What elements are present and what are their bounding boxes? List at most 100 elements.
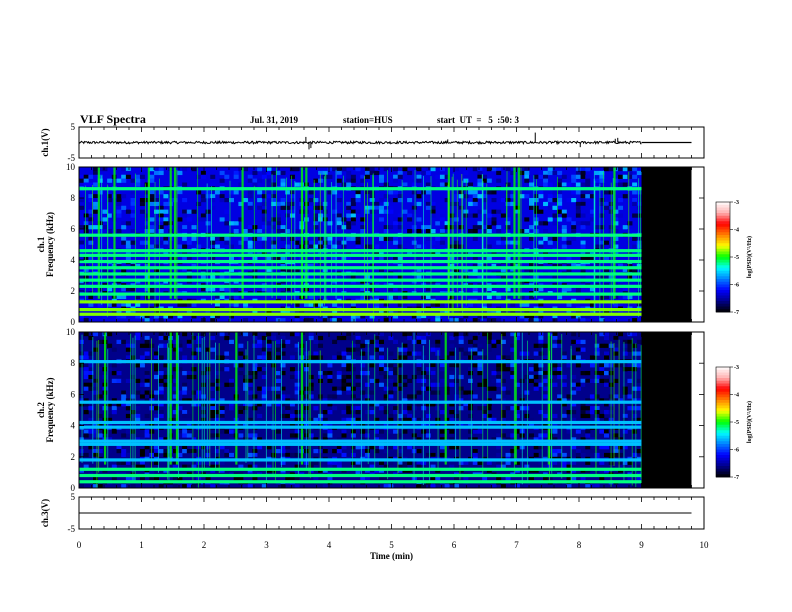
spectrogram-cell bbox=[444, 386, 450, 391]
spectrogram-cell bbox=[88, 256, 94, 261]
spectrogram-cell bbox=[125, 347, 131, 352]
spectrogram-cell bbox=[318, 170, 324, 176]
spectrogram-cell bbox=[383, 302, 389, 307]
spectrogram-cell bbox=[594, 410, 600, 415]
spectrogram-cell bbox=[393, 367, 399, 372]
spectrogram-cell bbox=[88, 198, 94, 203]
spectrogram-cell bbox=[350, 221, 356, 226]
spectrogram-cell bbox=[97, 363, 103, 368]
spectrogram-cell bbox=[182, 433, 188, 438]
spectrogram-cell bbox=[430, 390, 436, 395]
spectrogram-cell bbox=[444, 221, 450, 226]
spectrogram-cell bbox=[369, 287, 375, 292]
spectrogram-cell bbox=[580, 201, 586, 207]
spectrogram-cell bbox=[350, 406, 356, 411]
spectrogram-cell bbox=[604, 378, 609, 383]
spectrogram-cell bbox=[500, 398, 506, 403]
spectrogram-cell bbox=[313, 355, 319, 360]
spectrogram-cell bbox=[604, 429, 609, 434]
spectrogram-cell bbox=[599, 332, 605, 337]
spectrogram-cell bbox=[388, 394, 394, 399]
spectrogram-cell bbox=[575, 355, 581, 360]
spectrogram-cell bbox=[285, 394, 291, 399]
spectrogram-cell bbox=[575, 170, 581, 176]
spectrogram-cell bbox=[383, 209, 389, 214]
spectrogram-cell bbox=[388, 413, 394, 419]
spectrogram-cell bbox=[243, 318, 249, 323]
spectrogram-cell bbox=[449, 351, 455, 356]
spectrogram-cell bbox=[350, 347, 356, 352]
spectrogram-cell bbox=[552, 339, 558, 344]
spectrogram-cell bbox=[374, 339, 380, 344]
spectrogram-cell bbox=[116, 449, 122, 454]
spectrogram-cell bbox=[219, 287, 225, 292]
spectrogram-cell bbox=[388, 209, 394, 214]
spectrogram-cell bbox=[346, 213, 352, 218]
spectrogram-cell bbox=[383, 378, 389, 383]
y-tick-label: 10 bbox=[66, 327, 76, 337]
spectrogram-cell bbox=[393, 445, 399, 450]
colorbar-segment bbox=[716, 372, 730, 376]
spectrogram-cell bbox=[163, 452, 169, 458]
spectrogram-cell bbox=[163, 335, 169, 341]
spectrogram-cell bbox=[308, 294, 314, 300]
spectrogram-cell bbox=[374, 294, 380, 300]
spectrogram-cell bbox=[154, 221, 159, 226]
spectrogram-cell bbox=[407, 413, 413, 419]
spectrogram-cell bbox=[543, 378, 549, 383]
colorbar-segment bbox=[716, 397, 730, 401]
spectrogram-cell bbox=[125, 398, 131, 403]
spectrogram-cell bbox=[397, 287, 403, 292]
spectrogram-cell bbox=[238, 217, 244, 222]
spectrogram-cell bbox=[158, 394, 164, 399]
spectrogram-cell bbox=[589, 355, 595, 360]
spectrogram-cell bbox=[477, 460, 483, 465]
spectrogram-cell bbox=[289, 174, 295, 179]
spectrogram-cell bbox=[219, 217, 225, 222]
colorbar-segment bbox=[716, 309, 730, 313]
spectrogram-cell bbox=[93, 267, 99, 272]
spectrogram-cell bbox=[500, 464, 506, 469]
spectrogram-cell bbox=[632, 343, 638, 348]
spectrogram-cell bbox=[271, 410, 277, 415]
spectrogram-cell bbox=[454, 217, 459, 222]
spectrogram-cell bbox=[186, 390, 192, 395]
colorbar-segment bbox=[716, 391, 730, 395]
y-axis-label: ch.1(V) bbox=[40, 128, 50, 156]
spectrogram-cell bbox=[186, 484, 192, 489]
spectrogram-cell bbox=[627, 476, 633, 481]
spectrogram-cell bbox=[571, 437, 577, 442]
spectrogram-cell bbox=[289, 332, 295, 337]
spectrogram-cell bbox=[388, 236, 394, 241]
spectrogram-cell bbox=[552, 460, 558, 465]
spectrogram-cell bbox=[505, 406, 511, 411]
spectrogram-cell bbox=[599, 198, 605, 203]
spectrogram-cell bbox=[200, 464, 206, 469]
spectrogram-cell bbox=[585, 178, 591, 183]
spectrogram-cell bbox=[154, 406, 159, 411]
spectrogram-cell bbox=[107, 343, 113, 348]
spectrogram-cell bbox=[346, 417, 352, 422]
spectrogram-cell bbox=[618, 310, 624, 315]
colorbar-segment bbox=[716, 424, 730, 428]
spectrogram-cell bbox=[393, 275, 399, 280]
spectrogram-cell bbox=[425, 374, 431, 380]
spectrogram-cell bbox=[364, 433, 370, 438]
spectrogram-cell bbox=[435, 236, 441, 241]
spectrogram-cell bbox=[383, 167, 389, 172]
spectrogram-cell bbox=[566, 394, 572, 399]
spectrogram-cell bbox=[439, 167, 445, 172]
spectrogram-cell bbox=[111, 371, 117, 376]
spectrogram-cell bbox=[233, 229, 239, 234]
frequency-band bbox=[79, 439, 642, 443]
spectrogram-cell bbox=[425, 182, 431, 187]
spectrogram-cell bbox=[430, 464, 436, 469]
spectrogram-cell bbox=[458, 386, 464, 391]
spectrogram-cell bbox=[238, 332, 244, 337]
spectrogram-cell bbox=[158, 205, 164, 210]
spectrogram-cell bbox=[496, 452, 502, 458]
colorbar-segment bbox=[716, 202, 730, 206]
spectrogram-cell bbox=[322, 398, 328, 403]
spectrogram-cell bbox=[214, 378, 220, 383]
spectrogram-cell bbox=[575, 213, 581, 218]
